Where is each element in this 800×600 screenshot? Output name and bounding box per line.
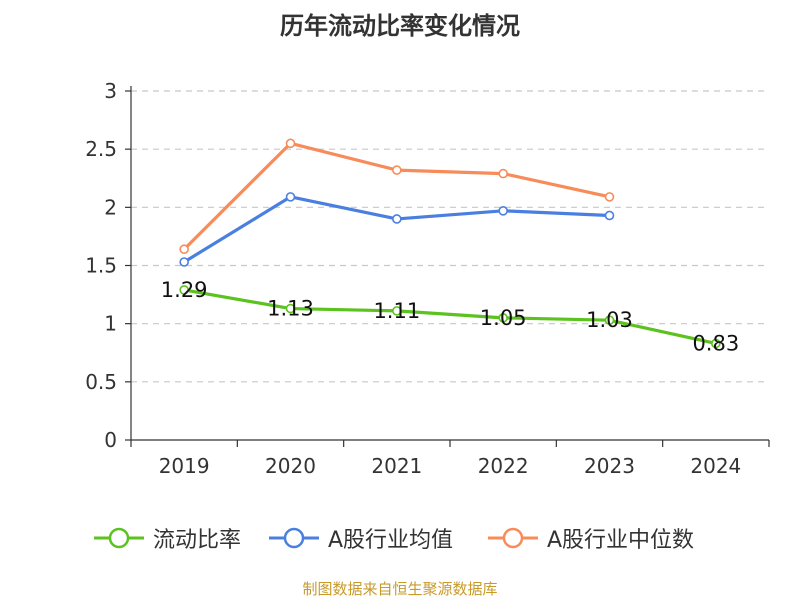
data-point[interactable] [711,338,721,349]
series-line [183,288,717,346]
legend-line-circle-icon [488,527,538,549]
data-label: 1.13 [267,297,314,321]
x-tick-label: 2024 [690,454,741,478]
y-tick-label: 0 [104,428,117,452]
data-point[interactable] [604,210,615,221]
legend-line-circle-icon [269,527,319,549]
legend-label: A股行业中位数 [547,528,695,553]
x-tick-label: 2020 [265,454,316,478]
chart-legend: 流动比率 A股行业均值 A股行业中位数 [0,518,800,558]
data-label: 0.83 [692,331,739,355]
legend-label: 流动比率 [153,528,242,553]
chart-title: 历年流动比率变化情况 [280,12,520,40]
series-line [183,141,610,251]
data-point[interactable] [498,206,508,216]
legend-label: A股行业均值 [328,528,454,553]
y-tick-label: 2.5 [85,137,117,161]
data-point[interactable] [392,214,402,224]
data-label: 1.11 [373,299,420,323]
legend-item[interactable]: A股行业均值 [268,518,453,558]
x-tick-label: 2021 [371,454,422,478]
data-point[interactable] [604,192,615,202]
data-point[interactable] [179,285,189,295]
y-tick-label: 1 [104,312,117,336]
data-point[interactable] [285,303,296,314]
data-point[interactable] [392,165,402,175]
data-point[interactable] [604,315,615,325]
data-point[interactable] [498,168,508,179]
legend-item[interactable]: A股行业中位数 [487,518,694,558]
y-tick-label: 3 [104,79,117,103]
data-label: 1.29 [161,278,208,302]
legend-line-circle-icon [94,527,144,549]
data-point[interactable] [392,306,402,316]
data-point[interactable] [179,257,189,267]
x-tick-label: 2023 [584,454,635,478]
y-tick-label: 1.5 [85,254,117,278]
data-point[interactable] [179,244,189,255]
legend-item[interactable]: 流动比率 [93,518,241,558]
data-label: 1.05 [480,306,527,330]
data-source-note: 制图数据来自恒生聚源数据库 [302,580,498,598]
x-tick-label: 2019 [159,454,210,478]
data-label: 1.03 [586,308,633,332]
y-tick-label: 0.5 [85,370,117,394]
data-point[interactable] [285,138,296,149]
series-line [183,195,610,264]
data-point[interactable] [285,192,296,202]
x-tick-label: 2022 [478,454,529,478]
y-tick-label: 2 [104,195,117,219]
data-point[interactable] [498,313,508,323]
